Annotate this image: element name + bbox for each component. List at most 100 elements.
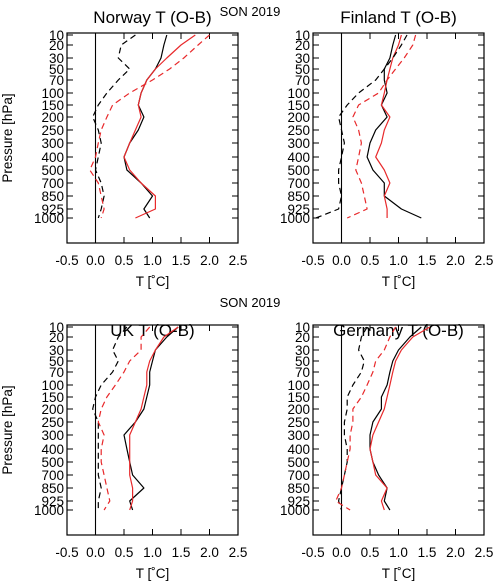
y-tick-label: 10 (295, 28, 310, 43)
x-tick-label: 1.5 (418, 545, 437, 560)
x-tick-label: 1.5 (172, 545, 191, 560)
x-tick-label: -0.5 (301, 545, 324, 560)
plot-frame (66, 32, 239, 244)
series-line-3 (92, 326, 128, 510)
series-line-2 (129, 326, 179, 511)
y-tick-label: 925 (41, 202, 64, 217)
series-line-2 (369, 326, 431, 511)
y-tick-label: 500 (41, 163, 64, 178)
y-tick-label: 700 (41, 468, 64, 483)
y-tick-label: 700 (287, 176, 310, 191)
y-tick-label: 250 (41, 123, 64, 138)
y-tick-label: 925 (287, 494, 310, 509)
chart-panel-1: Norway T (O-B) -0.5 0.0 0.5 1.0 1.5 2.0 2.5 T [˚… (0, 8, 247, 289)
y-tick-label: 400 (41, 150, 64, 165)
y-tick-label: 100 (41, 378, 64, 393)
y-tick-label: 250 (41, 415, 64, 430)
y-tick-label: 30 (49, 343, 64, 358)
y-tick-label: 50 (49, 62, 64, 77)
y-tick-label: 1000 (34, 503, 64, 518)
x-tick-label: 0.5 (115, 545, 134, 560)
x-tick-label: -0.5 (55, 545, 78, 560)
y-tick-label: 250 (287, 123, 310, 138)
x-tick-label: 0.5 (361, 253, 380, 268)
y-tick-label: 30 (295, 343, 310, 358)
y-tick-label: 850 (41, 189, 64, 204)
series-line-1 (366, 34, 422, 219)
x-tick-label: 0.0 (86, 253, 105, 268)
x-tick-label: 2.0 (200, 545, 219, 560)
x-tick-label: 2.5 (229, 253, 248, 268)
y-tick-label: 10 (295, 320, 310, 335)
x-axis-label: T [˚C] (136, 566, 170, 581)
y-tick-label: 300 (41, 136, 64, 151)
y-tick-label: 20 (295, 330, 310, 345)
series-line-3 (315, 34, 408, 219)
series-line-4 (97, 326, 151, 511)
y-tick-label: 70 (49, 73, 64, 88)
y-tick-label: 850 (41, 481, 64, 496)
y-tick-label: 925 (287, 202, 310, 217)
y-tick-label: 300 (287, 136, 310, 151)
series-line-4 (346, 34, 417, 219)
x-tick-label: 2.5 (229, 545, 248, 560)
series-line-3 (338, 326, 368, 511)
y-tick-label: 70 (295, 365, 310, 380)
x-axis-label: T [˚C] (136, 274, 170, 289)
y-tick-label: 20 (295, 38, 310, 53)
y-tick-label: 500 (287, 163, 310, 178)
y-tick-label: 200 (41, 110, 64, 125)
y-tick-label: 700 (287, 468, 310, 483)
y-tick-label: 150 (41, 390, 64, 405)
y-tick-label: 500 (287, 455, 310, 470)
y-tick-label: 200 (287, 110, 310, 125)
y-tick-label: 300 (41, 428, 64, 443)
y-tick-label: 50 (49, 354, 64, 369)
y-tick-label: 10 (49, 320, 64, 335)
x-tick-label: 0.0 (86, 545, 105, 560)
y-tick-label: 50 (295, 354, 310, 369)
x-tick-label: 1.0 (143, 253, 162, 268)
x-tick-label: 1.0 (389, 253, 408, 268)
x-tick-label: 0.0 (332, 545, 351, 560)
chart-panel-4: Germany T (O-B)-0.5 0.0 0.5 1.0 1.5 2.0 2.5T [… (280, 320, 493, 581)
y-tick-label: 70 (295, 73, 310, 88)
y-tick-label: 150 (287, 98, 310, 113)
y-tick-label: 10 (49, 28, 64, 43)
series-line-1 (123, 34, 168, 219)
series-line-4 (89, 34, 210, 219)
x-tick-label: 2.5 (475, 253, 494, 268)
y-tick-label: 1000 (34, 211, 64, 226)
x-tick-label: 1.5 (418, 253, 437, 268)
y-tick-label: 50 (295, 62, 310, 77)
y-tick-label: 300 (287, 428, 310, 443)
y-tick-label: 100 (287, 86, 310, 101)
y-tick-label: 20 (49, 38, 64, 53)
series-line-3 (92, 34, 136, 219)
x-tick-label: 0.5 (361, 545, 380, 560)
y-tick-label: 1000 (280, 211, 310, 226)
chart-panel-2: Finland T (O-B) -0.5 0.0 0.5 1.0 1.5 2.0 2.5 T [… (280, 8, 493, 289)
y-tick-label: 100 (287, 378, 310, 393)
y-tick-label: 250 (287, 415, 310, 430)
y-tick-label: 150 (41, 98, 64, 113)
x-tick-label: 2.0 (200, 253, 219, 268)
y-tick-label: 70 (49, 365, 64, 380)
y-axis-label: Pressure [hPa] (0, 385, 15, 474)
y-tick-label: 30 (295, 51, 310, 66)
x-tick-label: 2.5 (475, 545, 494, 560)
y-tick-label: 850 (287, 189, 310, 204)
x-tick-label: 1.5 (172, 253, 191, 268)
series-line-2 (123, 34, 196, 219)
y-tick-label: 30 (49, 51, 64, 66)
x-tick-label: 0.0 (332, 253, 351, 268)
chart-panel-3: UK T (O-B)-0.5 0.0 0.5 1.0 1.5 2.0 2.5T [˚C]10… (0, 320, 247, 581)
chart-title: Finland T (O-B) (340, 8, 457, 27)
y-tick-label: 200 (287, 402, 310, 417)
y-tick-label: 400 (287, 150, 310, 165)
y-tick-label: 400 (41, 442, 64, 457)
y-tick-label: 700 (41, 176, 64, 191)
x-tick-label: 1.0 (389, 545, 408, 560)
x-tick-label: 0.5 (115, 253, 134, 268)
